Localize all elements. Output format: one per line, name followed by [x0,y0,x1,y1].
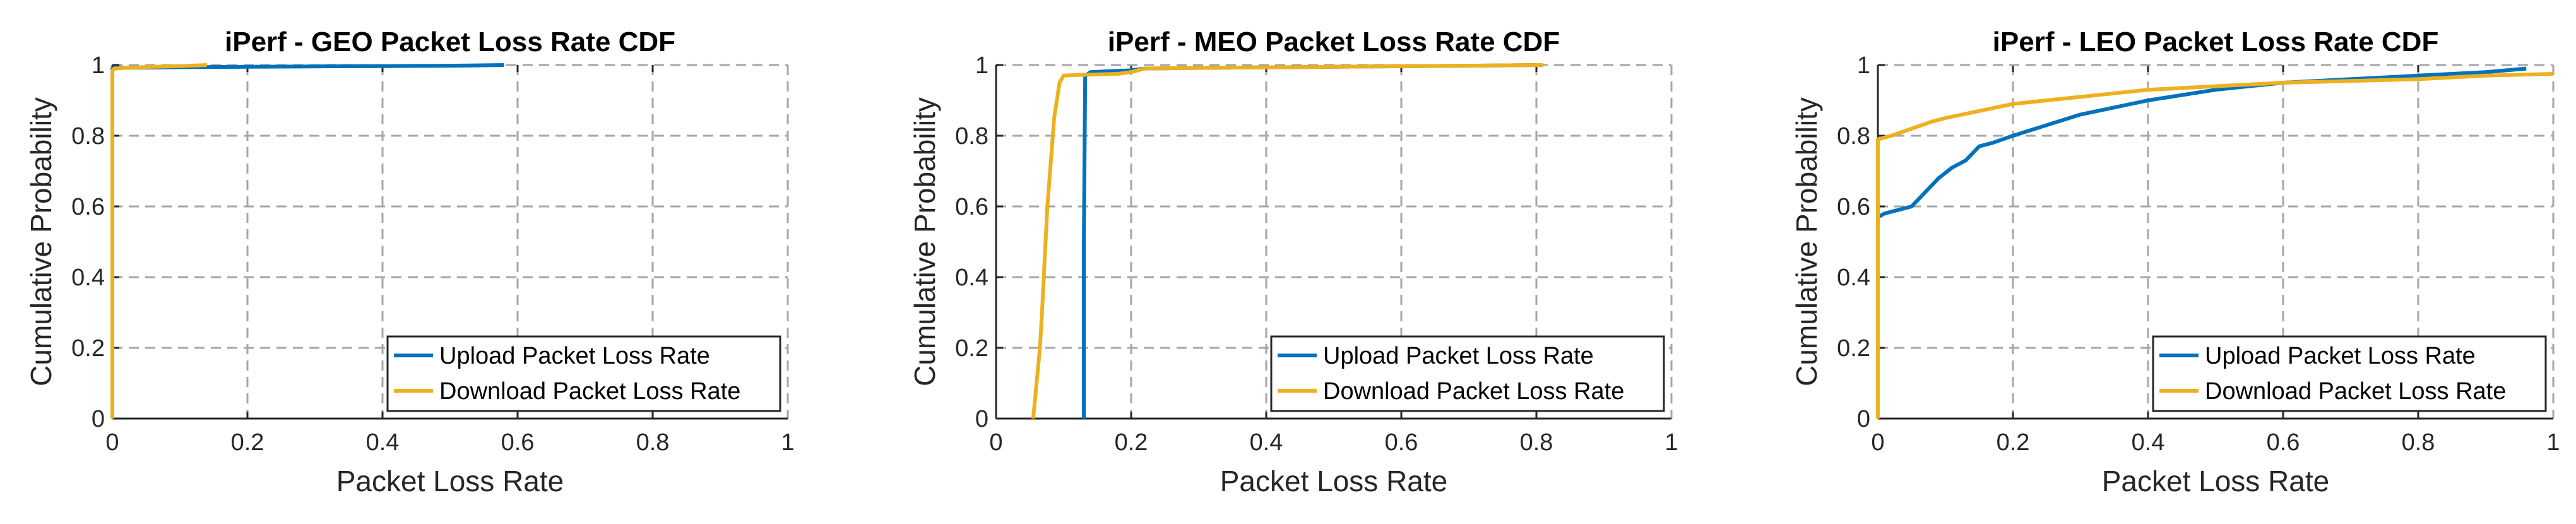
y-tick-label: 1 [975,52,988,79]
x-tick-label: 0.8 [1520,429,1553,456]
series-line-download [110,63,207,419]
legend: Upload Packet Loss Rate Download Packet L… [386,335,781,412]
y-tick-label: 0.8 [955,123,988,150]
x-tick-label: 0 [1871,429,1884,456]
y-axis-label: Cumulative Probability [25,97,57,386]
y-tick-label: 0 [975,406,988,432]
x-axis-label: Packet Loss Rate [2102,465,2330,497]
x-tick-label: 0.6 [501,429,535,456]
series-line-download [1876,72,2554,419]
x-tick-label: 0.2 [231,429,264,456]
legend-box [2152,335,2547,412]
x-tick-label: 1 [2546,429,2560,456]
x-tick-label: 0.2 [1997,429,2030,456]
legend-label-upload: Upload Packet Loss Rate [439,343,710,369]
x-tick-label: 0.8 [2402,429,2435,456]
y-tick-label: 0.2 [955,335,988,362]
x-tick-label: 0.4 [1250,429,1283,456]
x-tick-label: 0.6 [2267,429,2300,456]
y-tick-label: 1 [1857,52,1870,79]
y-tick-label: 0.4 [955,265,988,291]
y-tick-label: 0.2 [71,335,105,362]
legend-label-upload: Upload Packet Loss Rate [1323,343,1594,369]
x-tick-label: 0 [105,429,119,456]
chart-title: iPerf - LEO Packet Loss Rate CDF [1993,27,2439,57]
y-tick-label: 1 [92,52,105,79]
chart-panel-1: 0 0.2 0.4 0.6 0.8 1 0 0.2 0.4 0.6 0.8 1 iPerf - GEO … [25,27,795,497]
legend-label-download: Download Packet Loss Rate [2205,378,2506,405]
series-line-download [1031,63,1543,419]
y-tick-label: 0.8 [71,123,105,150]
y-axis-label: Cumulative Probability [908,97,941,386]
y-tick-label: 0.6 [1837,194,1870,220]
chart-panel-3: 0 0.2 0.4 0.6 0.8 1 0 0.2 0.4 0.6 0.8 1 iPerf - LEO … [1790,27,2560,497]
y-tick-label: 0 [1857,406,1870,432]
y-tick-label: 0.4 [71,265,105,291]
y-axis-label: Cumulative Probability [1790,97,1823,386]
legend-label-download: Download Packet Loss Rate [439,378,740,405]
legend: Upload Packet Loss Rate Download Packet L… [2152,335,2547,412]
y-tick-label: 0.4 [1837,265,1870,291]
x-axis-label: Packet Loss Rate [336,465,564,497]
x-tick-label: 1 [1665,429,1678,456]
y-tick-label: 0 [92,406,105,432]
chart-panel-2: 0 0.2 0.4 0.6 0.8 1 0 0.2 0.4 0.6 0.8 1 iPerf - MEO … [908,27,1678,497]
x-tick-label: 0.8 [636,429,670,456]
x-axis-label: Packet Loss Rate [1220,465,1448,497]
x-tick-label: 0.4 [2132,429,2165,456]
legend-label-upload: Upload Packet Loss Rate [2205,343,2476,369]
y-tick-label: 0.6 [71,194,105,220]
legend-box [386,335,781,412]
x-tick-label: 0.2 [1115,429,1148,456]
legend-box [1270,335,1665,412]
y-tick-label: 0.2 [1837,335,1870,362]
chart-title: iPerf - GEO Packet Loss Rate CDF [225,27,675,57]
y-tick-label: 0.8 [1837,123,1870,150]
x-tick-label: 0.6 [1385,429,1418,456]
legend: Upload Packet Loss Rate Download Packet L… [1270,335,1665,412]
x-tick-label: 0.4 [366,429,400,456]
legend-label-download: Download Packet Loss Rate [1323,378,1624,405]
x-tick-label: 1 [781,429,794,456]
chart-title: iPerf - MEO Packet Loss Rate CDF [1108,27,1560,57]
y-tick-label: 0.6 [955,194,988,220]
x-tick-label: 0 [989,429,1002,456]
